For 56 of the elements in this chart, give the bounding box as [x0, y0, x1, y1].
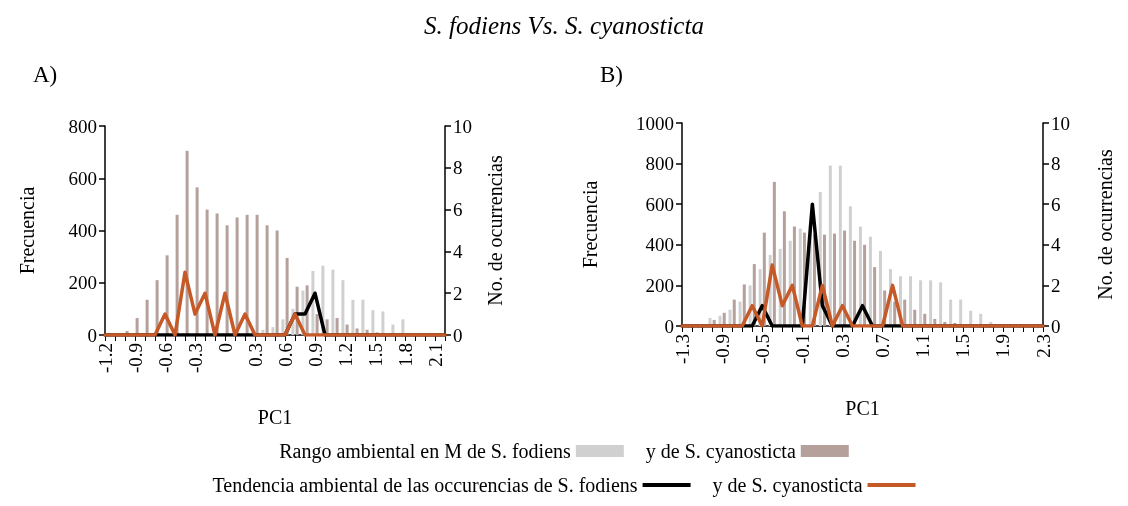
x-tick-label: 1.8	[394, 343, 416, 367]
y2-tick-label: 10	[453, 115, 472, 137]
y2-tick-label: 4	[1051, 234, 1061, 256]
x-tick-label: -0.3	[184, 343, 206, 374]
x-tick-label: 2.3	[1032, 334, 1054, 358]
x-tick-label: 0.7	[872, 334, 894, 358]
legend-label: Rango ambiental en M de S. fodiens	[279, 440, 572, 463]
y2-axis-title: No. de ocurrencias	[1094, 149, 1116, 300]
x-tick-label: -0.6	[154, 343, 176, 374]
y-axis-title: Frecuencia	[579, 180, 601, 269]
y2-tick-label: 4	[453, 240, 463, 262]
y-tick-label: 400	[645, 234, 674, 256]
y-tick-label: 600	[68, 167, 97, 189]
y2-tick-label: 2	[453, 282, 463, 304]
x-axis-title: PC1	[845, 397, 880, 419]
legend-label: y de S. cyanosticta	[712, 474, 863, 497]
y2-axis-title: No. de ocurrencias	[484, 155, 506, 306]
x-tick-label: 1.9	[992, 334, 1014, 358]
x-tick-label: 0.9	[304, 343, 326, 367]
x-tick-label: -1.3	[671, 334, 693, 365]
y2-tick-label: 2	[1051, 274, 1061, 296]
y2-tick-label: 6	[453, 199, 463, 221]
x-tick-label: 0	[214, 343, 236, 353]
y-tick-label: 0	[664, 315, 674, 337]
x-tick-label: -0.9	[711, 334, 733, 365]
x-tick-label: 1.5	[952, 334, 974, 358]
legend-label: Tendencia ambiental de las occurencias de S. fodiens	[212, 474, 638, 496]
legend-label: y de S. cyanosticta	[645, 440, 796, 463]
x-tick-label: 2.1	[424, 343, 446, 367]
x-axis-title: PC1	[257, 406, 293, 428]
x-tick-label: -0.1	[791, 334, 813, 365]
x-tick-label: 1.1	[912, 334, 934, 358]
y2-tick-label: 10	[1051, 112, 1070, 134]
x-tick-label: 0.3	[831, 334, 853, 358]
x-tick-label: 0.6	[274, 343, 296, 367]
y-tick-label: 200	[68, 272, 97, 294]
x-tick-label: -0.5	[751, 334, 773, 365]
x-tick-label: 1.5	[364, 343, 386, 367]
y-tick-label: 600	[645, 193, 674, 215]
x-tick-label: -0.9	[124, 343, 146, 374]
text: S. fodiens Vs. S. cyanosticta	[424, 12, 704, 39]
y2-tick-label: 0	[1051, 315, 1061, 337]
y2-tick-label: 8	[1051, 153, 1061, 175]
y-tick-label: 800	[645, 153, 674, 175]
chart-subtitle: B)	[600, 62, 623, 87]
x-tick-label: -1.2	[94, 343, 116, 374]
x-tick-label: 0.3	[244, 343, 266, 367]
y-axis-title: Frecuencia	[16, 186, 38, 275]
y2-tick-label: 6	[1051, 193, 1061, 215]
chart-subtitle: A)	[33, 62, 58, 87]
y-tick-label: 1000	[636, 112, 674, 134]
y-tick-label: 400	[68, 220, 97, 241]
y-tick-label: 200	[645, 274, 674, 296]
y2-tick-label: 8	[453, 157, 463, 179]
x-tick-label: 1.2	[334, 343, 356, 367]
y-tick-label: 800	[68, 115, 97, 137]
